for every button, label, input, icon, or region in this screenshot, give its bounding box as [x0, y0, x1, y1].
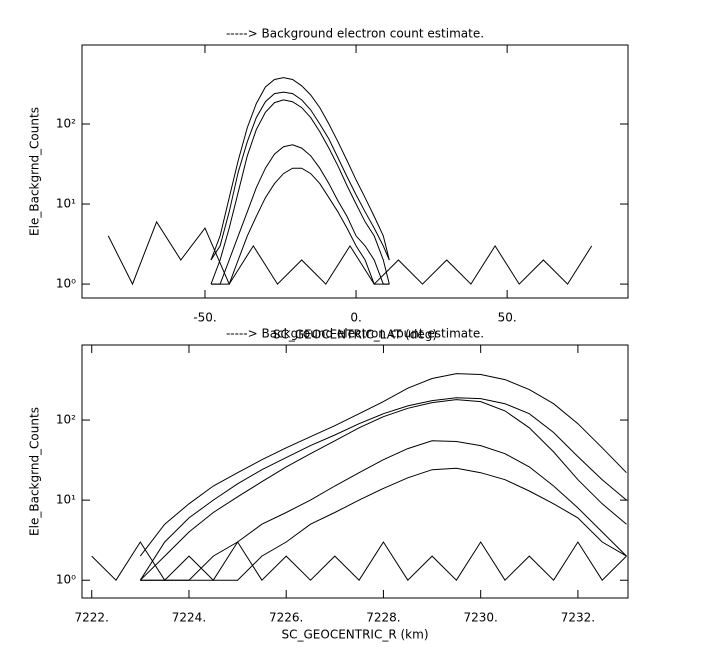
y-tick-label: 10² — [56, 116, 76, 130]
y-tick-label: 10¹ — [56, 493, 76, 507]
chart-title: -----> Background electron count estimat… — [226, 27, 484, 41]
x-tick-label: 0. — [350, 311, 361, 325]
x-tick-label: 7230. — [464, 611, 498, 625]
y-tick-label: 10² — [56, 413, 76, 427]
data-line — [211, 144, 390, 285]
data-line — [139, 373, 627, 557]
x-tick-label: 7222. — [75, 611, 109, 625]
x-tick-label: -50. — [193, 311, 216, 325]
x-tick-label: 7226. — [269, 611, 303, 625]
y-tick-label: 10⁰ — [56, 573, 76, 587]
data-line — [91, 541, 627, 581]
data-line — [210, 99, 390, 285]
data-line — [210, 77, 390, 261]
plot-frame — [81, 44, 629, 299]
plot-frame — [81, 344, 629, 599]
x-tick-label: 7228. — [366, 611, 400, 625]
data-line — [107, 220, 593, 286]
data-line — [140, 467, 627, 581]
y-tick-label: 10⁰ — [56, 277, 76, 291]
data-line — [139, 397, 627, 581]
data-line — [211, 167, 390, 285]
data-line — [210, 91, 390, 261]
x-axis-label: SC_GEOCENTRIC_LAT (deg) — [273, 328, 437, 342]
y-tick-label: 10¹ — [56, 197, 76, 211]
x-axis-label: SC_GEOCENTRIC_R (km) — [282, 628, 429, 642]
data-line — [140, 440, 627, 581]
x-tick-label: 7224. — [172, 611, 206, 625]
x-tick-label: 7232. — [561, 611, 595, 625]
y-axis-label: Ele_Backgrnd_Counts — [28, 107, 42, 236]
data-line — [139, 399, 627, 581]
y-axis-label: Ele_Backgrnd_Counts — [28, 407, 42, 536]
x-tick-label: 50. — [498, 311, 517, 325]
chart-title: -----> Background electron count estimat… — [226, 327, 484, 341]
